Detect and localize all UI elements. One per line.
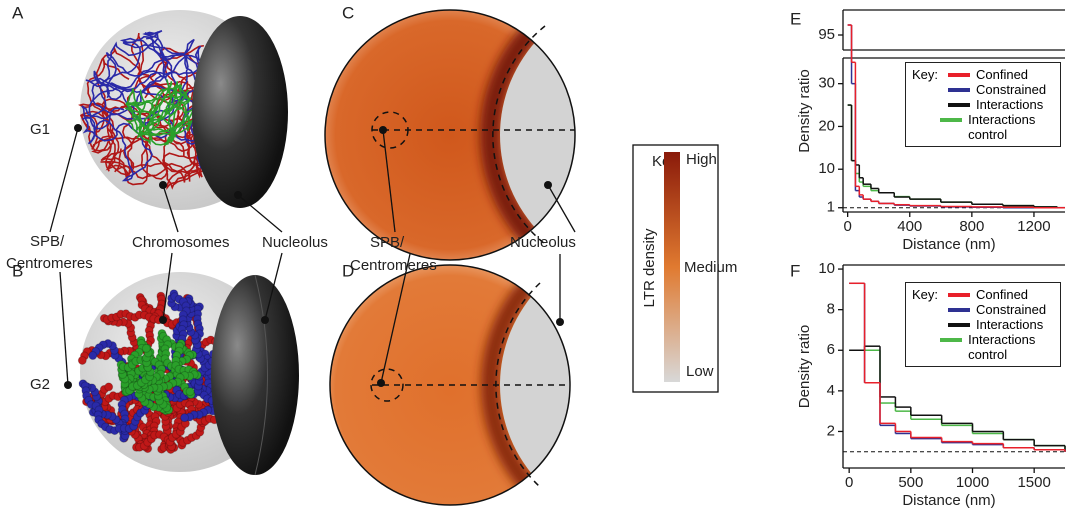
chromosome-bead: [185, 387, 195, 397]
panel-label: F: [790, 261, 800, 280]
nucleolus-shape: [211, 275, 299, 475]
panel-label: E: [790, 9, 801, 28]
legend-label: Interactions control: [968, 112, 1036, 142]
dashed-guides: [370, 25, 575, 488]
legend: Key: Confined Constrained Interactions Inter…: [905, 282, 1061, 367]
y-tick-label: 4: [827, 382, 835, 399]
chromosome-bead: [88, 351, 98, 361]
x-axis-label: Distance (nm): [902, 492, 995, 509]
x-tick-label: 1200: [1017, 218, 1050, 235]
key-label: High: [686, 151, 717, 168]
y-tick-label: 2: [827, 422, 835, 439]
chromosome-bead: [180, 413, 190, 423]
legend-title: Key:: [912, 67, 939, 82]
legend-label: Constrained: [976, 302, 1047, 317]
legend-label: Interactions: [976, 97, 1044, 112]
legend-entry: Interactions: [912, 97, 1054, 112]
annotation: Chromosomes: [132, 234, 230, 251]
chromosome-bead: [77, 355, 87, 365]
panel-label: D: [342, 261, 354, 280]
legend-entry: Key: Confined: [912, 67, 1054, 82]
legend-entry: Interactions: [912, 317, 1054, 332]
chromosome-bead: [141, 343, 151, 353]
annotation: SPB/: [370, 234, 405, 251]
key-axis-label: LTR density: [641, 228, 658, 307]
nucleus-outline: [329, 264, 571, 506]
y-axis-label: Density ratio: [796, 69, 813, 152]
legend-swatch: [948, 323, 970, 327]
legend-entry: Constrained: [912, 82, 1054, 97]
legend-swatch: [948, 73, 970, 77]
annotation: Nucleolus: [262, 234, 328, 251]
annotation: Nucleolus: [510, 234, 576, 251]
legend-label: Confined: [976, 287, 1029, 302]
x-axis-label: Distance (nm): [902, 236, 995, 253]
stage-label: G1: [30, 121, 50, 138]
pointers: [380, 129, 576, 384]
annotation: Centromeres: [6, 255, 93, 272]
legend-swatch: [948, 308, 970, 312]
x-tick-label: 800: [959, 218, 984, 235]
legend-swatch: [948, 88, 970, 92]
y-tick-label: 6: [827, 341, 835, 358]
colorbar: [664, 152, 680, 382]
legend-label: Constrained: [976, 82, 1047, 97]
legend-swatch: [948, 103, 970, 107]
legend: Key: Confined Constrained Interactions Inter…: [905, 62, 1061, 147]
legend-swatch: [948, 293, 970, 297]
y-tick-label: 20: [818, 117, 835, 134]
y-tick-label: 10: [818, 260, 835, 277]
legend-entry: Interactions control: [912, 332, 1054, 362]
stage-label: G2: [30, 376, 50, 393]
chromosome-fiber: [85, 30, 190, 139]
legend-entry: Constrained: [912, 302, 1054, 317]
y-tick-label: 8: [827, 301, 835, 318]
panel-label: B: [12, 261, 23, 280]
annotation: Centromeres: [350, 257, 437, 274]
legend-swatch: [940, 338, 963, 342]
legend-swatch: [940, 118, 963, 122]
annotation: SPB/: [30, 233, 65, 250]
x-tick-label: 0: [845, 474, 853, 491]
key-label: Low: [686, 363, 714, 380]
nucleolus-shape: [192, 16, 288, 208]
chromosome-fiber: [124, 79, 194, 146]
legend-title: Key:: [912, 287, 939, 302]
legend-entry: Key: Confined: [912, 287, 1054, 302]
x-tick-label: 1500: [1017, 474, 1050, 491]
legend-label: Confined: [976, 67, 1029, 82]
panel-label: A: [12, 3, 24, 22]
x-tick-label: 400: [897, 218, 922, 235]
y-tick-label: 1: [827, 199, 835, 216]
pointers: [49, 127, 283, 386]
y-tick-label: 95: [818, 26, 835, 43]
heatmap: [330, 265, 570, 505]
nucleolus-edge: [254, 274, 268, 476]
nucleus-outline: [324, 9, 576, 261]
pointer-dots: [64, 124, 269, 389]
chromosome-fiber: [80, 56, 220, 190]
panel-label: C: [342, 3, 354, 22]
y-tick-label: 30: [818, 75, 835, 92]
key-label: Medium: [684, 259, 737, 276]
x-tick-label: 0: [843, 218, 851, 235]
y-axis-label: Density ratio: [796, 325, 813, 408]
y-tick-label: 10: [818, 160, 835, 177]
legend-entry: Interactions control: [912, 112, 1054, 142]
x-tick-label: 1000: [956, 474, 989, 491]
legend-label: Interactions control: [968, 332, 1036, 362]
legend-label: Interactions: [976, 317, 1044, 332]
chromosome-bead: [104, 382, 114, 392]
x-tick-label: 500: [898, 474, 923, 491]
